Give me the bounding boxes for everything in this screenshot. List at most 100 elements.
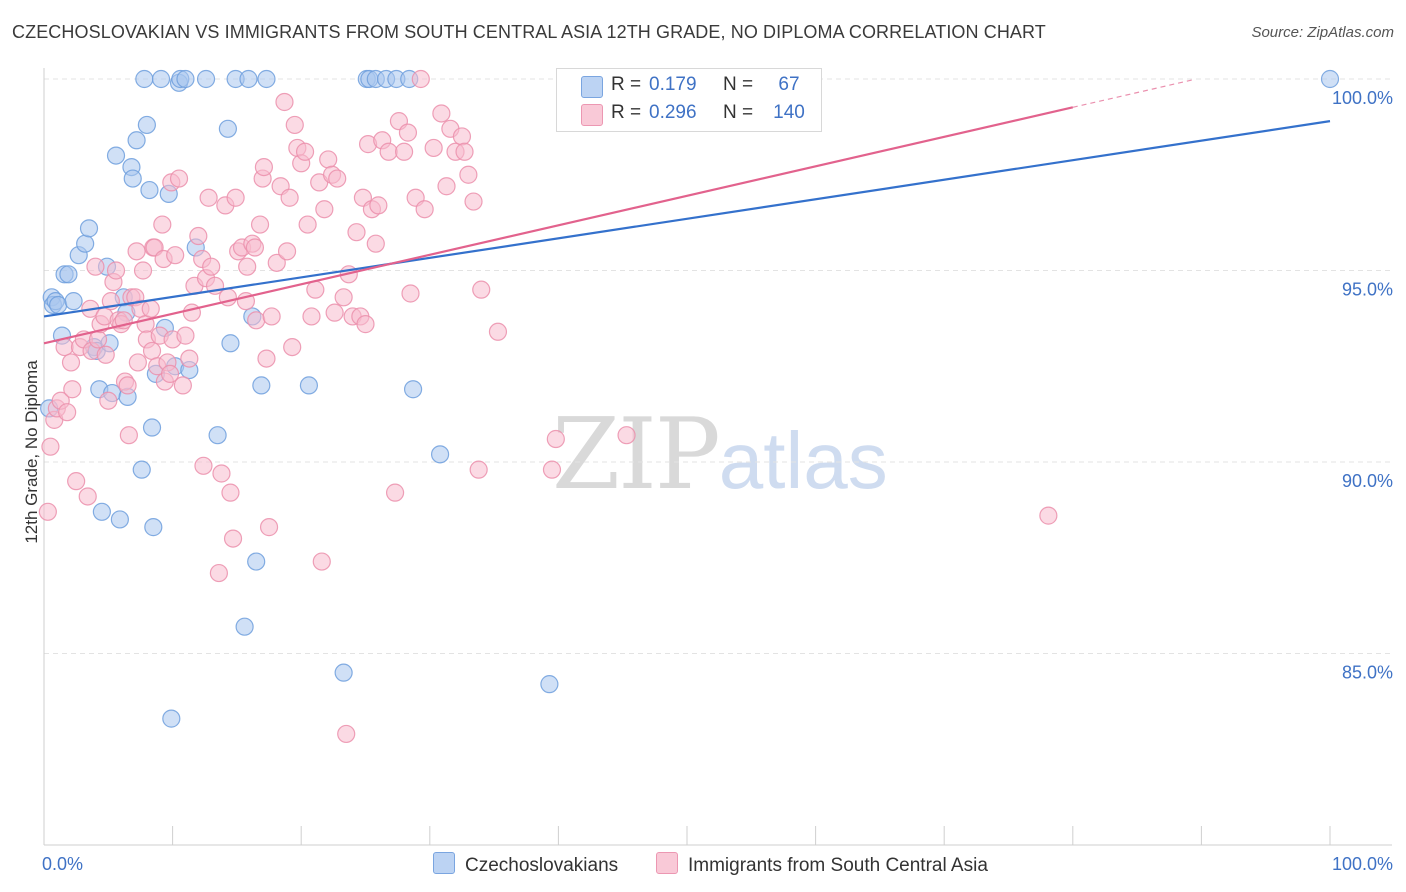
immigrant-point	[153, 215, 172, 234]
immigrant-point	[250, 215, 270, 234]
czechoslovakian-point	[123, 169, 142, 188]
czechoslovakian-point	[1320, 69, 1340, 89]
immigrant-point	[455, 142, 474, 161]
immigrant-point	[1039, 506, 1058, 525]
immigrant-point	[542, 460, 562, 479]
legend-r-label: R =	[611, 102, 642, 123]
czechoslovakian-point	[132, 460, 151, 479]
czechoslovakian-point	[106, 146, 126, 165]
immigrant-point	[319, 150, 338, 169]
czechoslovakian-point	[403, 380, 423, 399]
bottom-legend-czechoslovakians: Czechoslovakians	[433, 852, 618, 877]
immigrant-point	[262, 307, 281, 326]
legend-swatch-blue	[581, 76, 603, 98]
immigrant-point	[312, 552, 331, 571]
czechoslovakian-point	[76, 234, 95, 253]
bottom-legend-label: Czechoslovakians	[465, 855, 619, 876]
immigrant-point	[394, 142, 414, 161]
immigrant-point	[315, 200, 334, 219]
immigrant-point	[401, 284, 420, 303]
immigrant-point	[369, 196, 388, 215]
immigrant-point	[257, 349, 276, 368]
immigrant-point	[245, 238, 265, 257]
immigrant-point	[133, 261, 153, 280]
immigrant-point	[55, 338, 74, 357]
immigrant-trend-line-extension	[1072, 78, 1196, 108]
x-tick-label: 100.0%	[1332, 854, 1393, 874]
immigrant-point	[128, 353, 147, 372]
watermark-zip: ZIP	[552, 398, 721, 512]
immigrant-point	[194, 456, 213, 475]
immigrant-trend-line	[43, 106, 1074, 345]
immigrant-point	[119, 426, 138, 445]
immigrant-point	[38, 502, 57, 521]
immigrant-point	[325, 303, 344, 322]
immigrant-point	[259, 518, 279, 537]
legend-n-value: 140	[773, 102, 805, 123]
immigrant-point	[182, 303, 201, 322]
immigrant-point	[347, 223, 366, 242]
y-tick-label: 85.0%	[1342, 663, 1393, 683]
legend-r-value: 0.296	[649, 102, 697, 123]
immigrant-point	[180, 349, 199, 368]
immigrant-point	[127, 242, 146, 261]
czechoslovakian-point	[127, 131, 146, 150]
legend-r-label: R =	[611, 74, 642, 95]
immigrant-point	[223, 529, 243, 548]
immigrant-point	[302, 307, 321, 326]
immigrant-point	[488, 322, 508, 341]
immigrant-point	[176, 326, 195, 345]
bottom-legend-immigrants: Immigrants from South Central Asia	[656, 852, 988, 877]
legend-swatch-pink	[581, 104, 603, 126]
y-tick-label: 90.0%	[1342, 471, 1393, 491]
immigrant-point	[298, 215, 317, 234]
immigrant-point	[398, 123, 418, 142]
immigrant-point	[63, 380, 82, 399]
czechoslovakian-point	[176, 69, 195, 89]
chart-title: CZECHOSLOVAKIAN VS IMMIGRANTS FROM SOUTH…	[12, 22, 1046, 42]
immigrant-point	[118, 376, 137, 395]
czechoslovakian-point	[140, 180, 159, 200]
immigrant-point	[546, 429, 565, 449]
y-tick-label: 100.0%	[1332, 88, 1393, 108]
immigrant-point	[238, 257, 257, 276]
immigrant-point	[221, 483, 240, 502]
immigrant-point	[88, 330, 108, 349]
immigrant-point	[189, 226, 208, 246]
immigrant-point	[78, 487, 97, 506]
bottom-legend-swatch-blue	[433, 852, 455, 874]
immigrant-point	[247, 311, 266, 330]
immigrant-point	[464, 192, 483, 211]
immigrant-point	[202, 257, 221, 276]
immigrant-point	[295, 142, 315, 161]
legend-n-label: N =	[723, 102, 754, 123]
immigrant-point	[254, 157, 274, 177]
immigrant-point	[459, 165, 478, 184]
immigrant-point	[209, 563, 228, 583]
immigrant-point	[472, 280, 491, 299]
immigrant-point	[67, 472, 86, 491]
immigrant-point	[432, 104, 451, 123]
immigrant-point	[106, 261, 126, 280]
immigrant-point	[356, 315, 375, 334]
legend-n-label: N =	[723, 74, 754, 95]
immigrant-point	[61, 353, 81, 372]
watermark: ZIPatlas	[552, 398, 888, 512]
czechoslovakian-point	[430, 445, 450, 464]
immigrant-point	[58, 403, 77, 422]
immigrant-point	[277, 242, 297, 261]
legend: R = 0.179 N = 67 R = 0.296 N = 140	[556, 68, 822, 132]
immigrant-point	[212, 464, 231, 483]
czechoslovakian-point	[247, 552, 266, 571]
legend-r-value: 0.179	[649, 74, 697, 95]
immigrant-point	[337, 724, 356, 744]
czechoslovakian-point	[239, 69, 258, 89]
czechoslovakian-point	[252, 376, 271, 395]
czechoslovakian-point	[218, 119, 237, 138]
bottom-legend-swatch-pink	[656, 852, 678, 874]
immigrant-point	[275, 92, 294, 112]
czechoslovakian-point	[235, 617, 254, 636]
immigrant-point	[166, 246, 185, 265]
immigrant-point	[469, 460, 488, 479]
